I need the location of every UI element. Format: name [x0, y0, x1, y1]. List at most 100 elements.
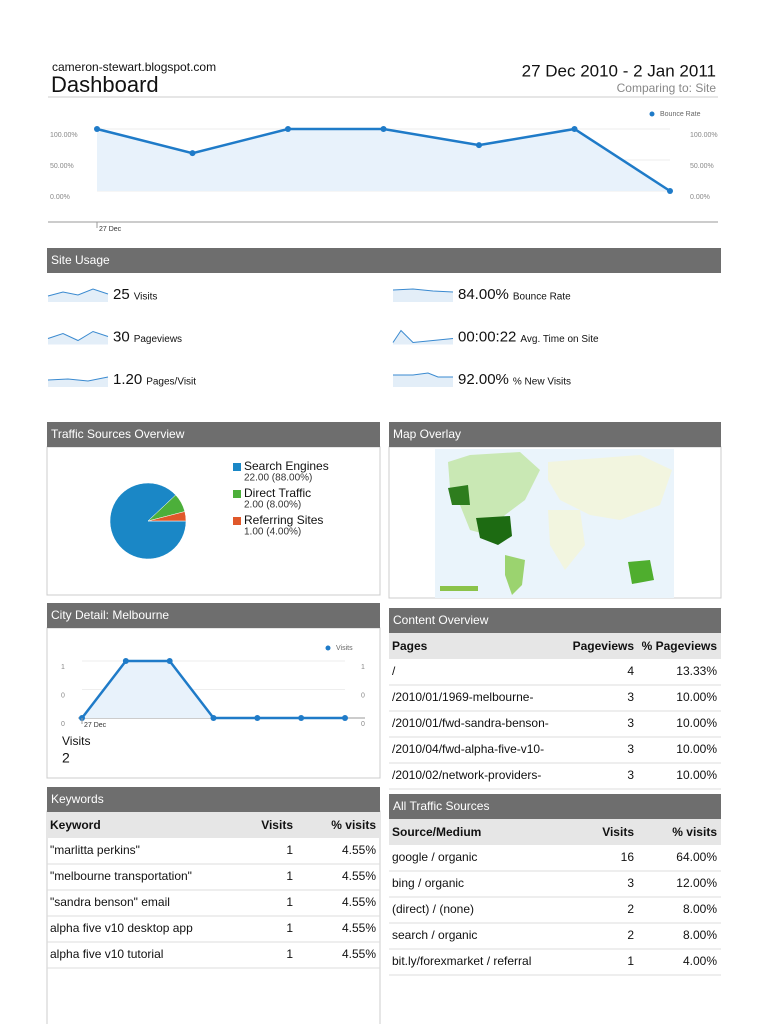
point [254, 715, 261, 721]
legend-dot [649, 111, 655, 117]
metric-value: 30 [113, 328, 130, 345]
table-header [389, 819, 721, 845]
cell: 4 [627, 664, 634, 678]
cell: 1 [286, 869, 293, 883]
sparkline-area [393, 330, 453, 345]
cell: 64.00% [676, 850, 717, 864]
sparkline [392, 329, 454, 344]
metric-label: Visits [134, 292, 158, 303]
x-tick-label: 27 Dec [99, 226, 122, 233]
section-title: Site Usage [51, 253, 110, 267]
cell: /2010/02/network-providers- [392, 768, 541, 782]
site-name: cameron-stewart.blogspot.com [52, 60, 216, 74]
column-header: Visits [602, 825, 634, 839]
cell: 3 [627, 690, 634, 704]
column-header: Visits [261, 818, 293, 832]
cell: 3 [627, 716, 634, 730]
cell: 3 [627, 876, 634, 890]
legend-value: 22.00 (88.00%) [244, 473, 312, 484]
section-title: Map Overlay [393, 427, 461, 441]
section-header [47, 603, 380, 628]
column-header: Source/Medium [392, 825, 481, 839]
cell: 2 [627, 928, 634, 942]
section-header [389, 422, 721, 447]
sparkline [393, 372, 453, 378]
section-title: Content Overview [393, 613, 489, 627]
legend-value: 1.00 (4.00%) [244, 527, 301, 538]
column-header: % visits [672, 825, 717, 839]
section-title: City Detail: Melbourne [51, 608, 169, 622]
cell: "melbourne transportation" [50, 869, 192, 883]
metric-label: Pages/Visit [146, 377, 196, 388]
cell: 4.55% [342, 921, 376, 935]
legend-label: Search Engines [244, 459, 329, 473]
section-header [389, 608, 721, 633]
y-tick-label: 50.00% [50, 163, 74, 170]
cell: 4.55% [342, 947, 376, 961]
cell: alpha five v10 desktop app [50, 921, 193, 935]
cell: 12.00% [676, 876, 717, 890]
date-range: 27 Dec 2010 - 2 Jan 2011 [522, 61, 716, 80]
cell: 4.55% [342, 895, 376, 909]
legend-dot [325, 645, 331, 651]
cell: 1 [286, 843, 293, 857]
column-header: Pageviews [573, 639, 635, 653]
y-tick-label: 0.00% [690, 194, 710, 201]
cell: 1 [286, 921, 293, 935]
x-tick-label: 27 Dec [84, 722, 107, 729]
cell: 3 [627, 742, 634, 756]
metric-value: 92.00% [458, 371, 509, 388]
legend-swatch [233, 490, 241, 498]
legend-swatch [233, 517, 241, 525]
sparkline-area [393, 289, 453, 302]
panel [46, 446, 381, 596]
cell: google / organic [392, 850, 477, 864]
y-tick-label: 0 [361, 692, 365, 699]
point [342, 715, 348, 721]
y-tick-label: 0.00% [50, 194, 70, 201]
metric-value: 00:00:22 [458, 328, 516, 345]
legend-label: Referring Sites [244, 513, 323, 527]
point [166, 658, 173, 664]
y-tick-label: 50.00% [690, 163, 714, 170]
metric-label: Avg. Time on Site [520, 334, 599, 345]
cell: "sandra benson" email [50, 895, 170, 909]
legend-label: Visits [336, 645, 353, 652]
cell: search / organic [392, 928, 477, 942]
sparkline [47, 288, 109, 297]
sparkline-area [48, 331, 108, 345]
cell: 2 [627, 902, 634, 916]
column-header: Keyword [50, 818, 101, 832]
total-label: Visits [62, 734, 90, 748]
section-title: All Traffic Sources [393, 799, 489, 813]
point [94, 126, 100, 132]
cell: 10.00% [676, 716, 717, 730]
cell: 8.00% [683, 902, 717, 916]
cell: /2010/04/fwd-alpha-five-v10- [392, 742, 544, 756]
cell: 4.00% [683, 954, 717, 968]
section-title: Traffic Sources Overview [51, 427, 185, 441]
cell: bing / organic [392, 876, 464, 890]
sparkline [47, 330, 109, 342]
legend-swatch [233, 463, 241, 471]
metric-label: Bounce Rate [513, 292, 571, 303]
pie-slice [147, 511, 187, 522]
sparkline [47, 376, 109, 382]
cell: 8.00% [683, 928, 717, 942]
cell: 3 [627, 768, 634, 782]
column-header: Pages [392, 639, 428, 653]
sparkline [392, 288, 454, 293]
cell: 10.00% [676, 768, 717, 782]
y-tick-label: 100.00% [50, 132, 78, 139]
cell: / [392, 664, 396, 678]
area [97, 129, 670, 191]
column-header: % visits [331, 818, 376, 832]
section-header [389, 794, 721, 819]
cell: /2010/01/1969-melbourne- [392, 690, 533, 704]
point [210, 715, 217, 721]
cell: 10.00% [676, 690, 717, 704]
point [122, 658, 129, 664]
point [189, 150, 196, 157]
y-tick-label: 1 [61, 664, 65, 671]
